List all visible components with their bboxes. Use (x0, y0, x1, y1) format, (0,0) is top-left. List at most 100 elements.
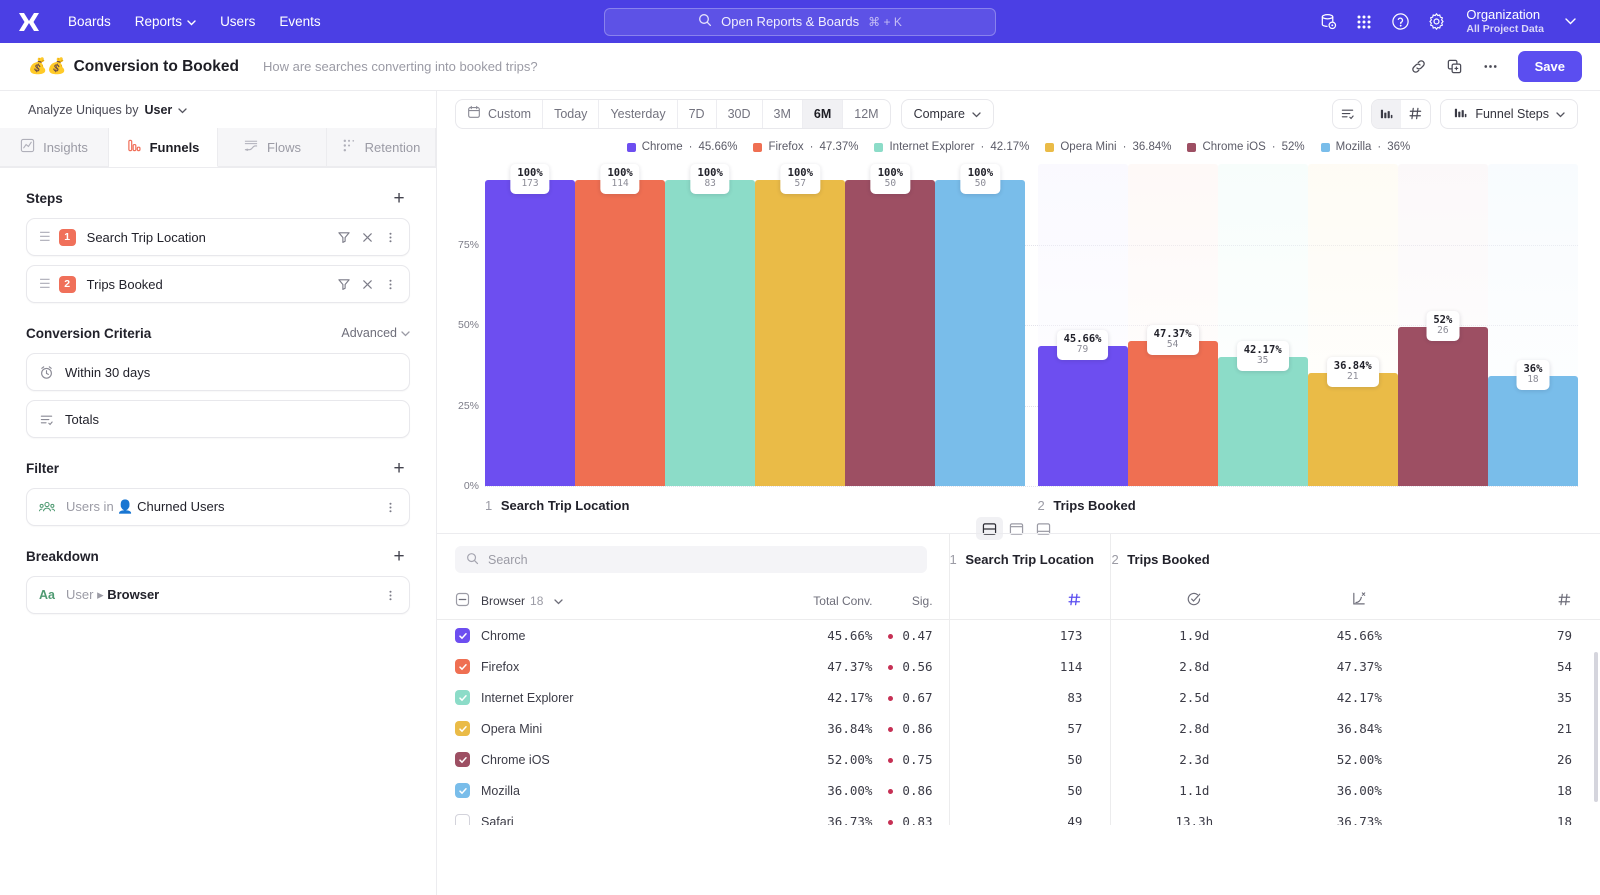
bar[interactable] (1397, 326, 1488, 486)
global-search-bar[interactable]: Open Reports & Boards ⌘ + K (604, 7, 996, 36)
drag-handle-icon[interactable]: ☰ (39, 229, 51, 244)
more-vertical-icon[interactable] (384, 231, 397, 244)
row-checkbox[interactable] (455, 659, 470, 674)
legend-item-chrome-ios[interactable]: Chrome iOS · 52% (1187, 141, 1305, 153)
bar-cell-mozilla[interactable]: 100% 50 (935, 164, 1026, 486)
bar-cell-firefox[interactable]: 47.37% 54 (1127, 164, 1218, 486)
bar[interactable] (845, 180, 936, 486)
chevron-down-icon[interactable] (1554, 6, 1586, 38)
more-vertical-icon[interactable] (384, 278, 397, 291)
gear-icon[interactable] (1420, 6, 1452, 38)
bar-cell-chrome[interactable]: 100% 173 (485, 164, 576, 486)
hash-icon[interactable] (1401, 100, 1430, 128)
column-header-total-conv[interactable]: Total Conv. (752, 581, 873, 620)
column-header-sig[interactable]: Sig. (872, 581, 950, 620)
table-scrollbar[interactable] (1594, 652, 1598, 802)
legend-item-internet-explorer[interactable]: Internet Explorer · 42.17% (874, 141, 1029, 153)
close-x-icon[interactable] (361, 231, 374, 244)
bar[interactable] (755, 180, 846, 486)
bar-cell-mozilla[interactable]: 36% 18 (1487, 164, 1578, 486)
bar[interactable] (1037, 346, 1128, 486)
bar-cell-firefox[interactable]: 100% 114 (575, 164, 666, 486)
legend-item-opera-mini[interactable]: Opera Mini · 36.84% (1045, 141, 1171, 153)
page-title[interactable]: 💰💰 Conversion to Booked (28, 57, 239, 76)
bar[interactable] (665, 180, 756, 486)
table-row[interactable]: Internet Explorer 42.17% 0.67 83 2.5d 42… (437, 682, 1600, 713)
range-3m[interactable]: 3M (763, 99, 803, 128)
bar[interactable] (1487, 375, 1578, 486)
bar-chart-icon[interactable] (1372, 99, 1402, 128)
database-add-icon[interactable] (1312, 6, 1344, 38)
help-circle-icon[interactable] (1384, 6, 1416, 38)
close-x-icon[interactable] (361, 278, 374, 291)
legend-item-firefox[interactable]: Firefox · 47.37% (753, 141, 858, 153)
breakdown-row-browser[interactable]: Aa User ▸ Browser (26, 576, 410, 614)
drag-handle-icon[interactable]: ☰ (39, 276, 51, 291)
bar-cell-internet-explorer[interactable]: 42.17% 35 (1217, 164, 1308, 486)
bar[interactable] (1127, 341, 1218, 486)
bar[interactable] (935, 180, 1026, 486)
range-7d[interactable]: 7D (678, 99, 717, 128)
search-input[interactable]: Search (455, 546, 927, 573)
range-custom[interactable]: Custom (456, 99, 544, 128)
table-row[interactable]: Mozilla 36.00% 0.86 50 1.1d 36.00% 18 (437, 775, 1600, 806)
filter-row-churned-users[interactable]: Users in 👤 Churned Users (26, 488, 410, 526)
hash-icon[interactable] (1557, 593, 1572, 610)
table-row[interactable]: Safari 36.73% 0.83 49 13.3h 36.73% 18 (437, 806, 1600, 825)
chevron-down-icon[interactable] (554, 594, 564, 608)
tab-flows[interactable]: Flows (218, 128, 327, 167)
bar[interactable] (1307, 373, 1398, 486)
step-row-2[interactable]: ☰ 2 Trips Booked (26, 265, 410, 303)
row-checkbox[interactable] (455, 814, 470, 825)
range-6m[interactable]: 6M (802, 99, 844, 128)
bar-cell-opera-mini[interactable]: 36.84% 21 (1307, 164, 1398, 486)
mixpanel-x-logo[interactable] (14, 7, 44, 37)
more-vertical-icon[interactable] (384, 589, 397, 602)
save-button[interactable]: Save (1517, 51, 1582, 82)
filter-funnel-icon[interactable] (337, 230, 351, 244)
criteria-row-totals[interactable]: Totals (26, 400, 410, 438)
range-today[interactable]: Today (543, 99, 600, 128)
nav-link-boards[interactable]: Boards (56, 8, 123, 35)
time-to-convert-icon[interactable] (1186, 592, 1202, 610)
tab-insights[interactable]: Insights (0, 128, 109, 167)
more-horizontal-icon[interactable] (1476, 52, 1506, 82)
table-row[interactable]: Opera Mini 36.84% 0.86 57 2.8d 36.84% 21 (437, 713, 1600, 744)
organization-selector[interactable]: Organization All Project Data (1456, 7, 1550, 36)
legend-item-mozilla[interactable]: Mozilla · 36% (1320, 141, 1410, 153)
range-30d[interactable]: 30D (717, 99, 763, 128)
row-checkbox[interactable] (455, 628, 470, 643)
funnel-steps-view-select[interactable]: Funnel Steps (1440, 98, 1578, 129)
analyze-uniques-by[interactable]: Analyze Uniques by User (0, 91, 436, 128)
sort-lines-icon[interactable] (1332, 98, 1363, 129)
nav-link-events[interactable]: Events (267, 8, 332, 35)
conversion-rate-icon[interactable] (1351, 592, 1367, 610)
bar-cell-chrome[interactable]: 45.66% 79 (1037, 164, 1128, 486)
more-vertical-icon[interactable] (384, 501, 397, 514)
bar-cell-internet-explorer[interactable]: 100% 83 (665, 164, 756, 486)
range-12m[interactable]: 12M (843, 100, 889, 128)
row-checkbox[interactable] (455, 783, 470, 798)
table-row[interactable]: Firefox 47.37% 0.56 114 2.8d 47.37% 54 (437, 651, 1600, 682)
minus-box-icon[interactable] (455, 592, 470, 610)
group-header-cell[interactable]: Browser 18 (437, 592, 752, 610)
advanced-toggle[interactable]: Advanced (341, 326, 410, 340)
bar[interactable] (485, 180, 576, 486)
step-row-1[interactable]: ☰ 1 Search Trip Location (26, 218, 410, 256)
row-checkbox[interactable] (455, 721, 470, 736)
add-filter-button[interactable]: + (393, 457, 405, 479)
bar-cell-opera-mini[interactable]: 100% 57 (755, 164, 846, 486)
filter-funnel-icon[interactable] (337, 277, 351, 291)
row-checkbox[interactable] (455, 752, 470, 767)
range-yesterday[interactable]: Yesterday (599, 99, 678, 128)
add-step-button[interactable]: + (393, 187, 405, 209)
tab-funnels[interactable]: Funnels (109, 128, 218, 167)
bar-cell-chrome-ios[interactable]: 100% 50 (845, 164, 936, 486)
hash-icon[interactable] (1067, 593, 1082, 610)
bar[interactable] (575, 180, 666, 486)
criteria-row-within-days[interactable]: Within 30 days (26, 353, 410, 391)
table-row[interactable]: Chrome iOS 52.00% 0.75 50 2.3d 52.00% 26 (437, 744, 1600, 775)
add-breakdown-button[interactable]: + (393, 545, 405, 567)
apps-grid-icon[interactable] (1348, 6, 1380, 38)
nav-link-users[interactable]: Users (208, 8, 267, 35)
